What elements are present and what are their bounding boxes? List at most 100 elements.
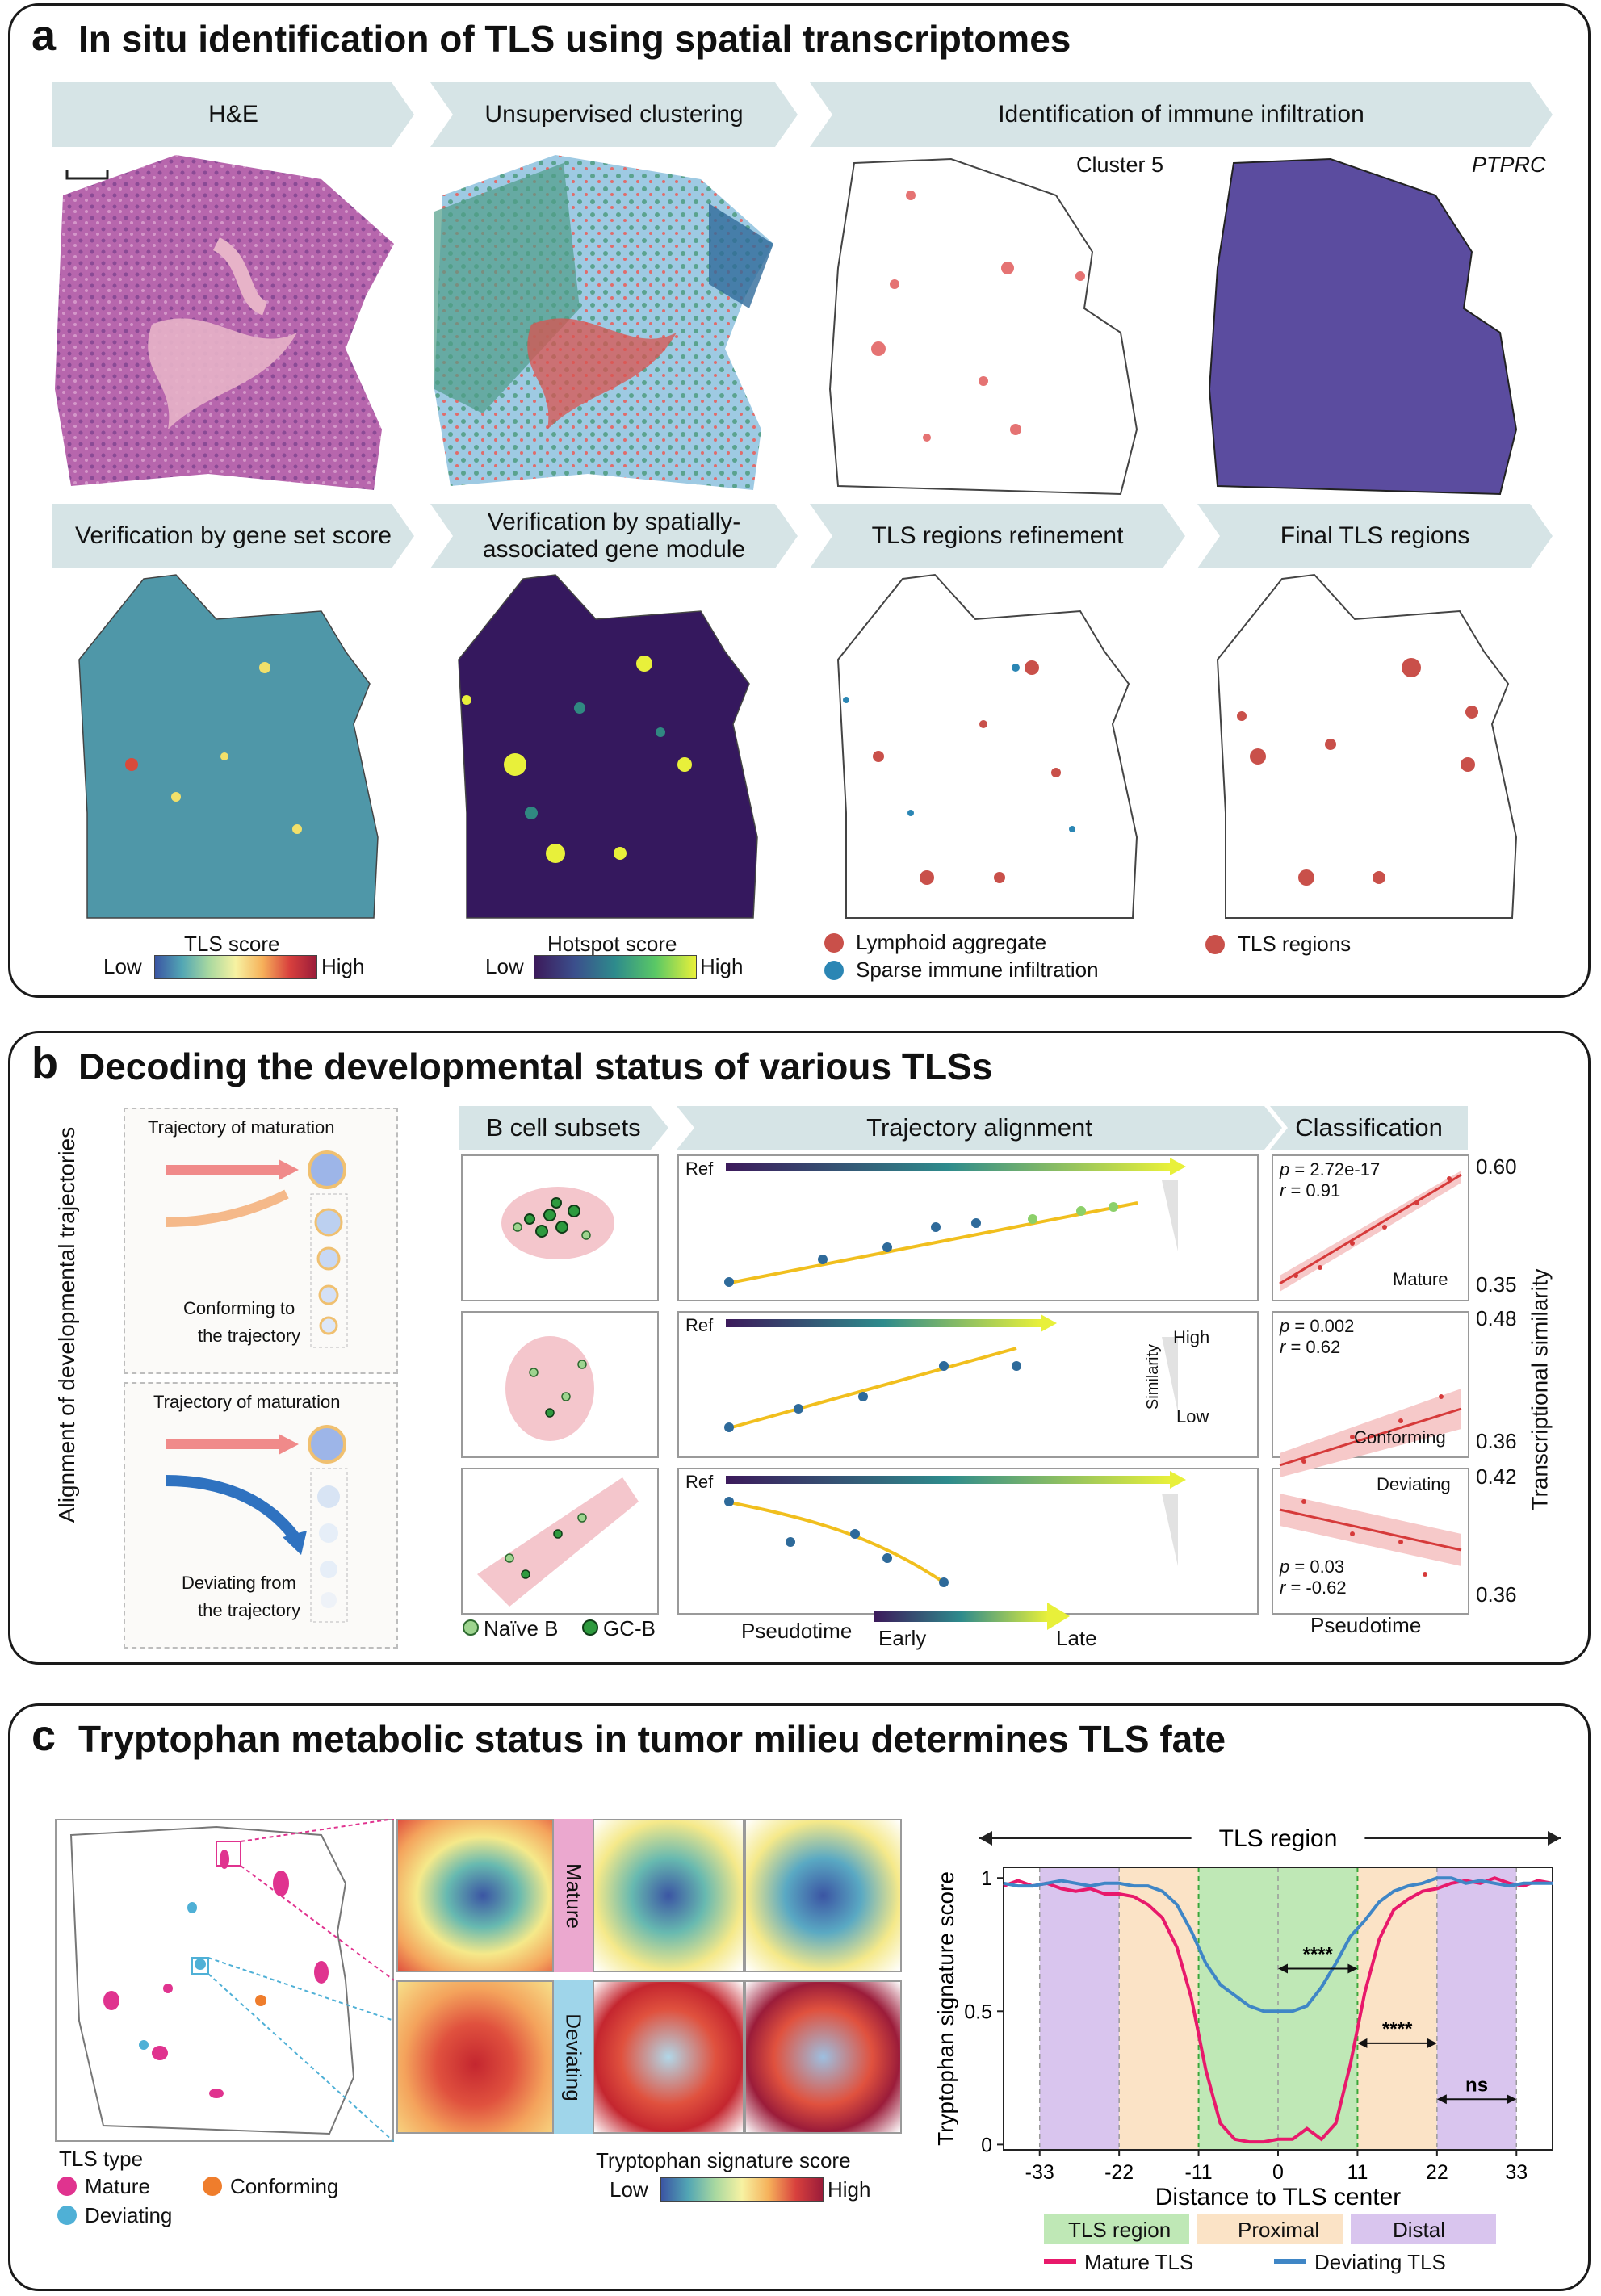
tissue-overview-map <box>69 1819 394 2142</box>
x-axis-label: Distance to TLS center <box>1155 2184 1402 2210</box>
bcell-spots-overlay <box>477 1187 639 1607</box>
y-axis-label: Tryptophan signature score <box>933 1871 958 2146</box>
legend-gc-b: GC-B <box>603 1616 656 1640</box>
tls-type-title: TLS type <box>59 2147 144 2171</box>
panel-b: b Decoding the developmental status of v… <box>8 1031 1591 1665</box>
legend-tls-regions: TLS regions <box>1238 932 1352 956</box>
sig-tls-proximal-label: **** <box>1303 1943 1334 1965</box>
panel-a-label: a <box>31 11 57 60</box>
tls-regions-marker <box>1205 935 1225 954</box>
region-legend-tls: TLS region <box>1068 2218 1171 2242</box>
class-name-deviating: Deviating <box>1377 1474 1451 1494</box>
pseudotime-late: Late <box>1056 1626 1097 1650</box>
deviating-heatmap-1 <box>396 1980 554 2134</box>
ytick-conforming-max: 0.48 <box>1476 1306 1517 1330</box>
line-legend-mature: Mature TLS <box>1084 2250 1194 2274</box>
cluster5-label: Cluster 5 <box>1076 153 1164 177</box>
tls-type-deviating: Deviating <box>85 2203 173 2227</box>
x-tick-label: -33 <box>1025 2161 1054 2184</box>
region-legend <box>1044 2214 1496 2264</box>
series-line-deviating-tls <box>1003 1876 1553 2013</box>
mature-heatmap-2 <box>593 1819 744 1972</box>
panel-c-title: Tryptophan metabolic status in tumor mil… <box>78 1718 1226 1760</box>
classification-header: Classification <box>1270 1106 1468 1150</box>
ref-label-1: Ref <box>685 1158 714 1179</box>
tls-score-tissue-image <box>78 574 379 919</box>
ref-label-2: Ref <box>685 1315 714 1335</box>
clustering-tissue-image <box>434 155 773 490</box>
deviating-heatmap-3 <box>744 1980 902 2134</box>
panel-a-title: In situ identification of TLS using spat… <box>78 18 1071 60</box>
band-distal-left <box>1039 1867 1120 2150</box>
panel-b-title: Decoding the developmental status of var… <box>78 1045 993 1087</box>
tls-score-title: TLS score <box>184 932 280 956</box>
pseudotime-arrow <box>1047 1603 1070 1630</box>
y-tick-label: 1 <box>981 1867 992 1890</box>
band-proximal-left <box>1119 1867 1199 2150</box>
alignment-side-label: Alignment of developmental trajectories <box>54 1126 80 1523</box>
x-tick-label: -11 <box>1184 2161 1212 2184</box>
ytick-mature-min: 0.35 <box>1476 1272 1517 1297</box>
trajectory-box-mature <box>677 1154 1259 1301</box>
sig-distal-arrow-left <box>1436 2094 1447 2105</box>
hotspot-low: Low <box>485 954 524 978</box>
schematic-top-caption-2: the trajectory <box>198 1326 301 1346</box>
x-tick-label: 22 <box>1426 2161 1448 2184</box>
cluster5-tissue-image <box>828 157 1138 496</box>
tls-score-high: High <box>321 954 365 978</box>
header-immune-infiltration: Identification of immune infiltration <box>810 82 1553 147</box>
mature-heatmap-1 <box>396 1819 554 1972</box>
panel-c-label: c <box>31 1712 57 1760</box>
ytick-deviating-min: 0.36 <box>1476 1582 1517 1607</box>
class-xlabel: Pseudotime <box>1310 1613 1422 1637</box>
sig-distal-label: ns <box>1465 2074 1488 2096</box>
hotspot-title: Hotspot score <box>547 932 677 956</box>
sig-proximal-distal-arrow-right <box>1427 2038 1437 2048</box>
panel-c: c Tryptophan metabolic status in tumor m… <box>8 1703 1591 2291</box>
header-refinement: TLS regions refinement <box>810 504 1185 568</box>
tryptophan-colorbar <box>660 2177 824 2202</box>
pseudotime-early: Early <box>878 1626 927 1650</box>
tryptophan-scale-low: Low <box>610 2177 648 2202</box>
band-distal-right <box>1436 1867 1517 2150</box>
region-bracket-bg <box>1191 1822 1365 1854</box>
trajectory-overlay <box>724 1158 1186 1587</box>
schematic-deviating: Trajectory of maturation Deviating from … <box>124 1382 398 1649</box>
mature-heatmap-3 <box>744 1819 902 1972</box>
lymphoid-aggregate-marker <box>824 933 844 953</box>
ytick-deviating-max: 0.42 <box>1476 1464 1517 1489</box>
x-tick-label: 11 <box>1347 2161 1368 2184</box>
maturation-arrows-bottom <box>166 1425 348 1623</box>
schematic-conforming: Trajectory of maturation Conforming to t… <box>124 1108 398 1374</box>
region-bracket-arrow-right <box>1548 1831 1561 1846</box>
scale-bar <box>65 170 109 180</box>
stat-r-mature: r = 0.91 <box>1280 1180 1341 1200</box>
tryptophan-line-chart: -33 -22 -11 0 11 22 33 0 0.5 1 Distance to TLS cen… <box>933 1822 1561 2210</box>
x-tick-label: 0 <box>1272 2161 1284 2184</box>
ptprc-label: PTPRC <box>1472 153 1546 177</box>
classification-overlay <box>1279 1171 1462 1577</box>
schematic-top-caption-1: Conforming to <box>183 1298 295 1318</box>
class-name-conforming: Conforming <box>1354 1427 1446 1448</box>
legend-gc-b-marker <box>582 1619 598 1636</box>
hotspot-high: High <box>700 954 744 978</box>
x-tick-label: 33 <box>1505 2161 1528 2184</box>
similarity-label: Similarity <box>1144 1343 1163 1410</box>
panel-b-label: b <box>31 1039 58 1087</box>
maturation-arrows-top <box>166 1150 348 1348</box>
tls-type-mature: Mature <box>85 2174 150 2198</box>
pseudotime-label: Pseudotime <box>741 1619 853 1643</box>
transcriptional-similarity-label: Transcriptional similarity <box>1527 1268 1553 1510</box>
similarity-high: High <box>1173 1327 1210 1347</box>
tls-type-conforming-marker <box>203 2177 222 2196</box>
sparse-infiltration-marker <box>824 961 844 980</box>
hotspot-colorbar <box>534 955 697 979</box>
legend-lymphoid-aggregate: Lymphoid aggregate <box>856 930 1047 954</box>
header-he: H&E <box>52 82 414 147</box>
stat-p-deviating: p = 0.03 <box>1280 1557 1345 1577</box>
legend-sparse-infiltration: Sparse immune infiltration <box>856 957 1099 982</box>
deviating-heatmap-2 <box>593 1980 744 2134</box>
tryptophan-scale-high: High <box>828 2177 871 2202</box>
trajectory-box-deviating <box>677 1468 1259 1615</box>
schematic-top-title: Trajectory of maturation <box>148 1117 335 1138</box>
